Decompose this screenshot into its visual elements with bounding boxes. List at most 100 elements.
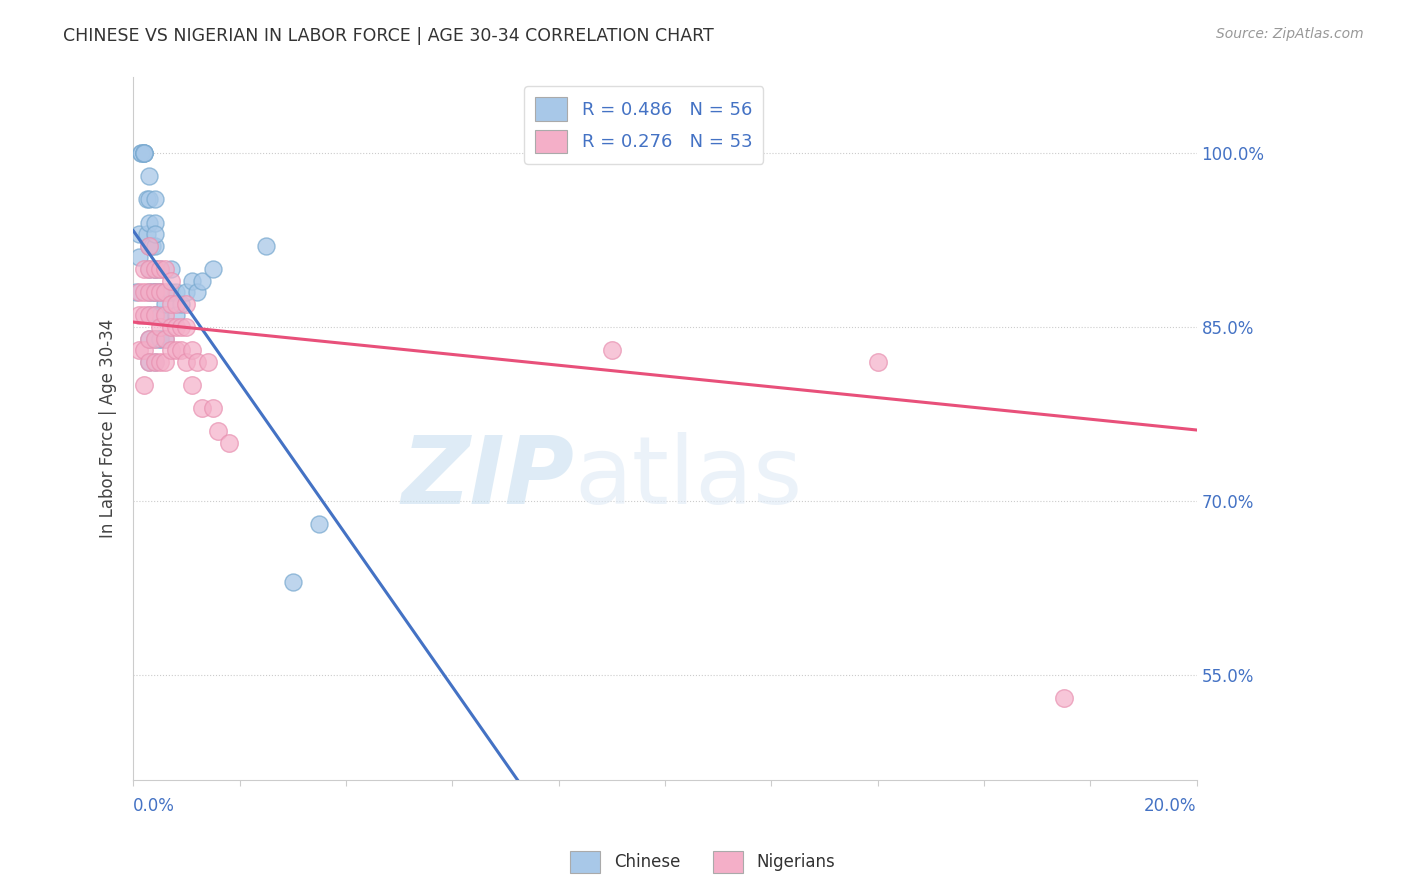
Point xyxy=(141,238,163,252)
Point xyxy=(149,261,172,276)
Point xyxy=(149,261,172,276)
Point xyxy=(138,309,160,323)
Point xyxy=(138,309,160,323)
Point xyxy=(159,297,181,311)
Point xyxy=(218,436,240,450)
Point xyxy=(135,227,157,241)
Point xyxy=(143,332,166,346)
Point xyxy=(281,575,304,590)
Point xyxy=(138,332,160,346)
Point xyxy=(143,355,166,369)
Point xyxy=(138,332,160,346)
Point xyxy=(138,192,160,206)
Point xyxy=(149,285,172,299)
Text: Source: ZipAtlas.com: Source: ZipAtlas.com xyxy=(1216,27,1364,41)
Y-axis label: In Labor Force | Age 30-34: In Labor Force | Age 30-34 xyxy=(100,318,117,538)
Point xyxy=(149,332,172,346)
Point xyxy=(600,343,623,358)
Point xyxy=(143,192,166,206)
Point xyxy=(128,309,150,323)
Point xyxy=(176,320,198,334)
Point xyxy=(734,145,756,160)
Point xyxy=(155,285,177,299)
Point xyxy=(138,169,160,183)
Point xyxy=(155,309,177,323)
Point xyxy=(138,261,160,276)
Point xyxy=(149,309,172,323)
Point xyxy=(128,250,150,264)
Point xyxy=(132,343,155,358)
Point xyxy=(143,285,166,299)
Point xyxy=(155,297,177,311)
Point xyxy=(132,145,155,160)
Point xyxy=(143,238,166,252)
Point xyxy=(149,320,172,334)
Point xyxy=(155,355,177,369)
Point xyxy=(866,355,889,369)
Point xyxy=(132,261,155,276)
Legend: Chinese, Nigerians: Chinese, Nigerians xyxy=(564,845,842,880)
Point xyxy=(197,355,219,369)
Point xyxy=(202,401,225,416)
Point xyxy=(308,517,330,532)
Text: 20.0%: 20.0% xyxy=(1144,797,1197,815)
Point xyxy=(170,297,193,311)
Text: atlas: atlas xyxy=(575,432,803,524)
Point xyxy=(176,355,198,369)
Point xyxy=(138,355,160,369)
Point xyxy=(191,273,214,287)
Point xyxy=(159,285,181,299)
Point xyxy=(138,285,160,299)
Point xyxy=(186,285,208,299)
Point xyxy=(159,261,181,276)
Point xyxy=(138,238,160,252)
Point xyxy=(143,215,166,229)
Point xyxy=(654,145,676,160)
Point xyxy=(132,378,155,392)
Point xyxy=(186,355,208,369)
Point xyxy=(128,285,150,299)
Point xyxy=(149,332,172,346)
Text: CHINESE VS NIGERIAN IN LABOR FORCE | AGE 30-34 CORRELATION CHART: CHINESE VS NIGERIAN IN LABOR FORCE | AGE… xyxy=(63,27,714,45)
Point xyxy=(131,145,153,160)
Point xyxy=(135,192,157,206)
Point xyxy=(159,273,181,287)
Point xyxy=(149,309,172,323)
Point xyxy=(149,285,172,299)
Point xyxy=(143,309,166,323)
Point xyxy=(128,343,150,358)
Point xyxy=(143,355,166,369)
Point xyxy=(159,343,181,358)
Point xyxy=(138,261,160,276)
Point xyxy=(254,238,277,252)
Point xyxy=(170,343,193,358)
Point xyxy=(138,285,160,299)
Point xyxy=(202,261,225,276)
Point xyxy=(180,378,202,392)
Point xyxy=(1053,691,1076,706)
Point xyxy=(143,261,166,276)
Point xyxy=(176,297,198,311)
Point xyxy=(131,145,153,160)
Point xyxy=(155,332,177,346)
Point xyxy=(170,320,193,334)
Point xyxy=(143,227,166,241)
Point xyxy=(143,285,166,299)
Point xyxy=(128,227,150,241)
Point xyxy=(143,261,166,276)
Point xyxy=(155,261,177,276)
Point xyxy=(207,425,229,439)
Point xyxy=(165,320,187,334)
Legend: R = 0.486   N = 56, R = 0.276   N = 53: R = 0.486 N = 56, R = 0.276 N = 53 xyxy=(524,87,763,163)
Point xyxy=(165,285,187,299)
Point xyxy=(176,285,198,299)
Point xyxy=(149,285,172,299)
Point xyxy=(143,309,166,323)
Point xyxy=(159,320,181,334)
Point xyxy=(143,332,166,346)
Point xyxy=(165,343,187,358)
Point xyxy=(165,297,187,311)
Point xyxy=(132,285,155,299)
Point xyxy=(191,401,214,416)
Point xyxy=(155,332,177,346)
